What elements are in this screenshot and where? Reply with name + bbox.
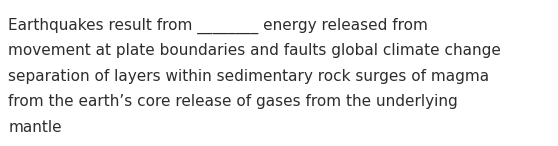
Text: from the earth’s core release of gases from the underlying: from the earth’s core release of gases f… <box>8 94 458 109</box>
Text: Earthquakes result from ________ energy released from: Earthquakes result from ________ energy … <box>8 18 428 34</box>
Text: separation of layers within sedimentary rock surges of magma: separation of layers within sedimentary … <box>8 69 489 84</box>
Text: movement at plate boundaries and faults global climate change: movement at plate boundaries and faults … <box>8 43 501 58</box>
Text: mantle: mantle <box>8 120 62 135</box>
